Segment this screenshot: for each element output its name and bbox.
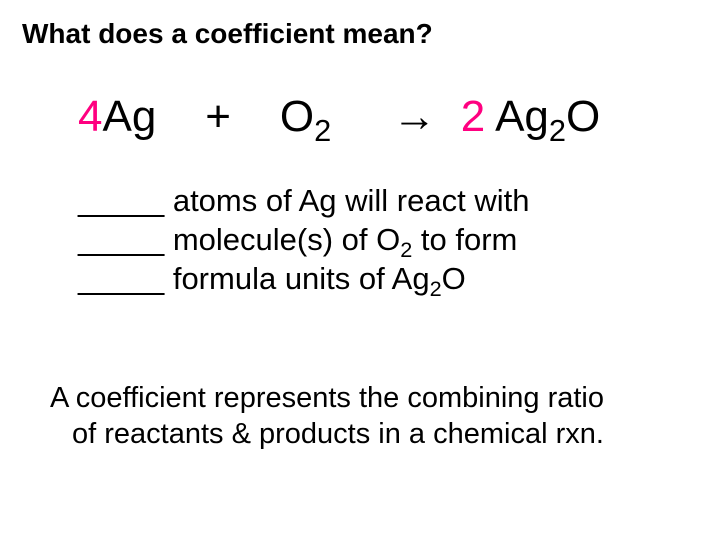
blank-2: _____ <box>78 222 164 257</box>
arrow: → <box>392 92 436 141</box>
fill-in-block: _____ atoms of Ag will react with _____ … <box>78 182 529 298</box>
summary-text: A coefficient represents the combining r… <box>50 380 680 453</box>
eq-spacer <box>436 92 460 141</box>
eq-spacer <box>485 92 495 141</box>
blank-3: _____ <box>78 261 164 296</box>
chemical-equation: 4Ag + O2 → 2 Ag2O <box>78 92 600 142</box>
fill-line-2-text-a: molecule(s) of O <box>164 222 400 257</box>
fill-line-3: _____ formula units of Ag2O <box>78 260 529 299</box>
fill-line-1-text: atoms of Ag will react with <box>164 183 529 218</box>
fill-line-2-sub: 2 <box>400 237 412 262</box>
species-ag2o-b: O <box>566 92 600 141</box>
species-o2-base: O <box>280 92 314 141</box>
eq-spacer <box>231 92 280 141</box>
summary-line-2: of reactants & products in a chemical rx… <box>50 416 680 452</box>
species-o2-sub: 2 <box>314 113 331 148</box>
plus-sign: + <box>205 92 231 141</box>
eq-spacer <box>331 92 392 141</box>
fill-line-3-sub: 2 <box>430 276 442 301</box>
fill-line-3-text-b: O <box>442 261 466 296</box>
coefficient-1: 4 <box>78 92 102 141</box>
coefficient-2: 2 <box>461 92 485 141</box>
fill-line-3-text-a: formula units of Ag <box>164 261 429 296</box>
summary-line-1: A coefficient represents the combining r… <box>50 380 680 416</box>
slide-title: What does a coefficient mean? <box>22 18 433 50</box>
fill-line-2: _____ molecule(s) of O2 to form <box>78 221 529 260</box>
fill-line-2-text-b: to form <box>412 222 517 257</box>
species-ag2o-a: Ag <box>495 92 549 141</box>
species-ag: Ag <box>102 92 156 141</box>
blank-1: _____ <box>78 183 164 218</box>
slide: What does a coefficient mean? 4Ag + O2 →… <box>0 0 720 540</box>
eq-spacer <box>156 92 205 141</box>
fill-line-1: _____ atoms of Ag will react with <box>78 182 529 221</box>
species-ag2o-sub: 2 <box>549 113 566 148</box>
